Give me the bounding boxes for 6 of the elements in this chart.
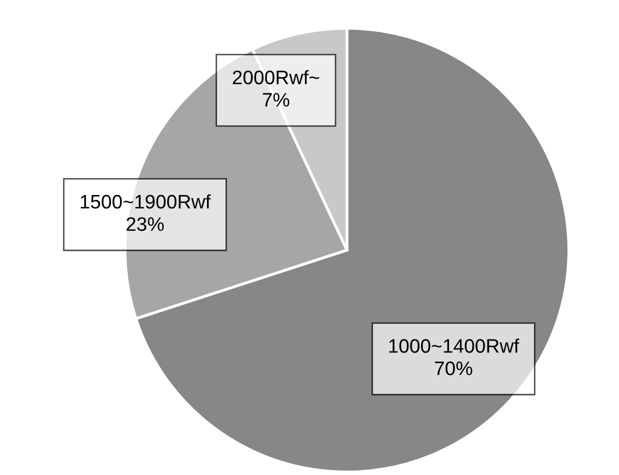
slice-label: 2000Rwf~ xyxy=(232,70,320,84)
slice-label: 1000~1400Rwf xyxy=(389,338,520,353)
data-label: 70% xyxy=(435,361,472,376)
slice-label: 1500~1900Rwf xyxy=(80,194,211,209)
data-label: 7% xyxy=(262,93,290,107)
data-label: 23% xyxy=(126,217,164,231)
